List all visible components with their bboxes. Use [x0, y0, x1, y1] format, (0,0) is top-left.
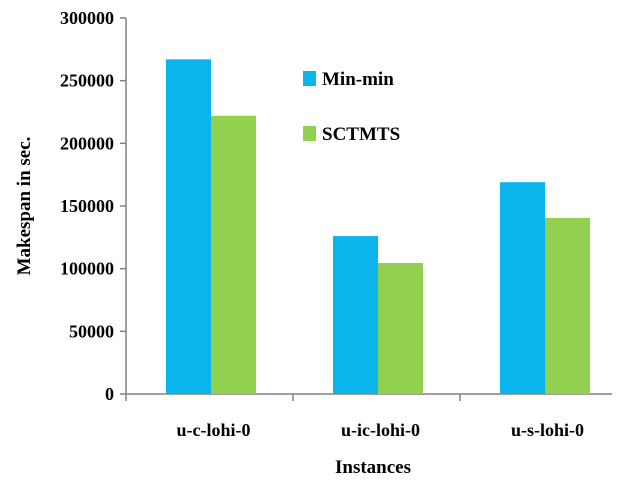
y-tick-label: 300000 — [60, 8, 114, 28]
bar-min-min-u-c-lohi-0 — [166, 59, 211, 395]
y-tick-label: 0 — [105, 384, 114, 404]
x-tick-label: u-ic-lohi-0 — [341, 420, 420, 440]
y-tick-label: 50000 — [69, 321, 114, 341]
bar-min-min-u-s-lohi-0 — [500, 182, 545, 394]
bar-sctmts-u-c-lohi-0 — [211, 115, 256, 394]
legend-label: Min-min — [322, 69, 394, 90]
bar-min-min-u-ic-lohi-0 — [333, 236, 378, 394]
bar-sctmts-u-ic-lohi-0 — [378, 263, 423, 394]
legend-label: SCTMTS — [322, 124, 400, 145]
x-axis-label: Instances — [335, 457, 411, 478]
x-ticks: u-c-lohi-0 u-ic-lohi-0 u-s-lohi-0 — [125, 394, 584, 440]
y-tick-label: 100000 — [60, 259, 114, 279]
y-tick-label: 250000 — [60, 71, 114, 91]
legend: Min-min SCTMTS — [303, 69, 400, 145]
legend-swatch — [303, 71, 316, 86]
y-axis-label: Makespan in sec. — [14, 137, 35, 276]
y-ticks: 0 50000 100000 150000 200000 250000 300000 — [60, 8, 126, 404]
legend-swatch — [303, 126, 316, 141]
x-tick-label: u-s-lohi-0 — [511, 420, 584, 440]
y-tick-label: 150000 — [60, 196, 114, 216]
bars — [166, 59, 590, 395]
bar-sctmts-u-s-lohi-0 — [545, 217, 590, 394]
x-tick-label: u-c-lohi-0 — [177, 420, 251, 440]
y-tick-label: 200000 — [60, 133, 114, 153]
